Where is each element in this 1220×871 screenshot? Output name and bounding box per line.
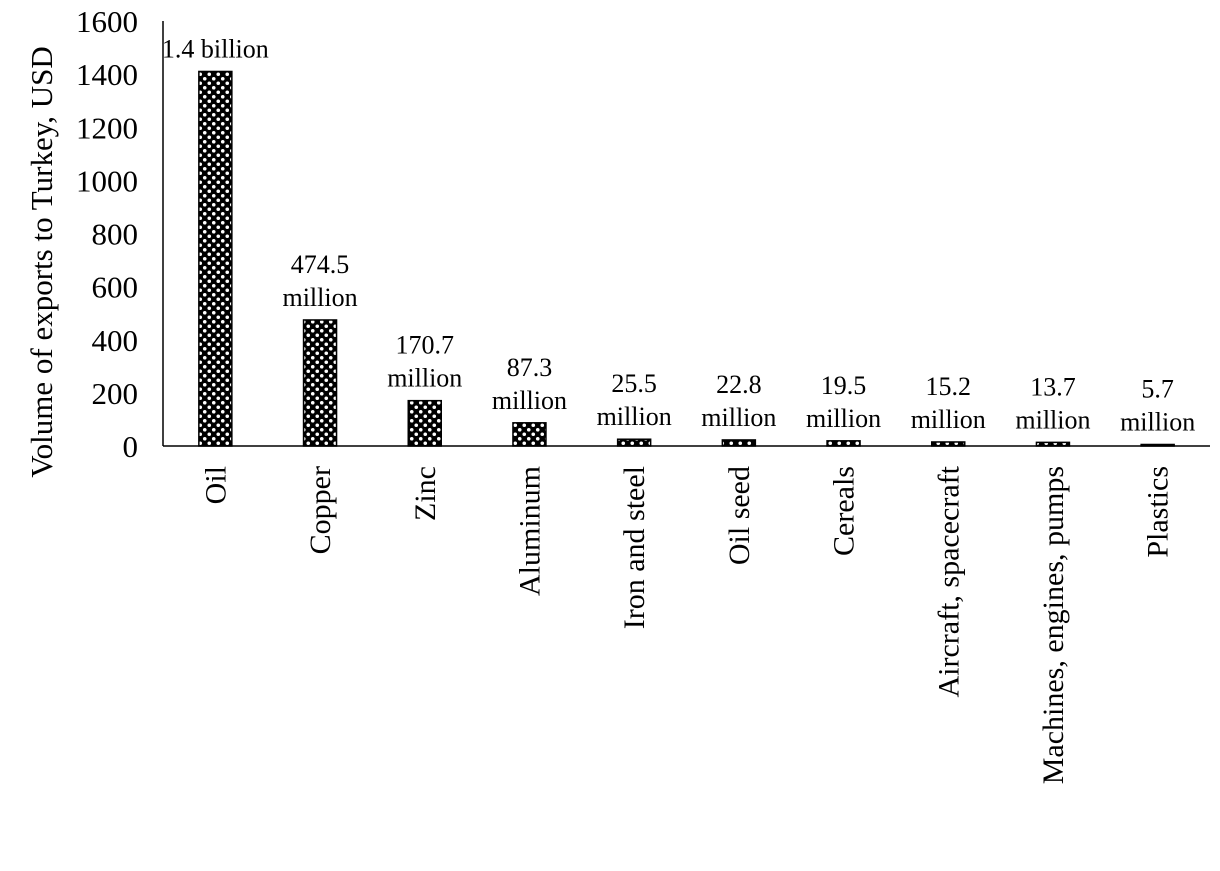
data-label: million xyxy=(1015,405,1090,434)
y-tick-label: 800 xyxy=(92,217,139,252)
y-tick-label: 600 xyxy=(92,270,139,305)
y-tick-label: 1600 xyxy=(76,4,138,39)
data-label: 474.5 xyxy=(291,250,350,279)
y-axis-title: Volume of exports to Turkey, USD xyxy=(24,46,59,477)
data-label: 1.4 billion xyxy=(162,34,269,63)
y-axis-ticks: 0 200 400 600 800 1000 1200 1400 1600 xyxy=(76,4,138,464)
bar-zinc xyxy=(407,399,442,447)
data-labels-group: 1.4 billion 474.5 million 170.7 million 87.3 m… xyxy=(162,34,1195,436)
y-tick-label: 1400 xyxy=(76,57,138,92)
data-label: million xyxy=(282,283,357,312)
data-label: 13.7 xyxy=(1030,372,1076,401)
data-label: million xyxy=(597,402,672,431)
bar-iron-and-steel xyxy=(616,438,652,447)
bar-copper xyxy=(302,319,338,447)
category-label: Oil seed xyxy=(723,466,756,565)
data-label: 22.8 xyxy=(716,370,762,399)
category-label: Zinc xyxy=(409,466,442,521)
data-label: million xyxy=(387,364,462,393)
category-labels-group: Oil Copper Zinc Aluminum Iron and steel Oil s… xyxy=(199,465,1174,784)
category-label: Machines, engines, pumps xyxy=(1037,466,1070,784)
bar-plastics xyxy=(1140,443,1175,447)
category-label: Aluminum xyxy=(513,466,546,596)
data-label: million xyxy=(806,404,881,433)
y-tick-label: 1000 xyxy=(76,163,138,198)
category-label: Plastics xyxy=(1142,466,1175,558)
data-label: million xyxy=(1120,407,1195,436)
bar-oil-seed xyxy=(721,439,757,447)
data-label: million xyxy=(492,386,567,415)
bar-oil xyxy=(198,70,233,447)
data-label: 19.5 xyxy=(821,371,867,400)
data-label: 15.2 xyxy=(926,372,972,401)
bar-aircraft-spacecraft xyxy=(931,441,966,447)
data-label: 25.5 xyxy=(611,369,657,398)
y-tick-label: 400 xyxy=(92,323,139,358)
bars-group xyxy=(198,70,1175,447)
data-label: 87.3 xyxy=(507,353,553,382)
category-label: Aircraft, spacecraft xyxy=(932,465,965,697)
bar-machines-engines-pumps xyxy=(1035,441,1071,447)
category-label: Copper xyxy=(304,466,337,554)
category-label: Iron and steel xyxy=(618,466,651,629)
y-tick-label: 0 xyxy=(123,429,139,464)
bar-cereals xyxy=(826,440,861,447)
data-label: 170.7 xyxy=(396,331,455,360)
data-label: million xyxy=(701,403,776,432)
bar-aluminum xyxy=(512,422,547,447)
y-tick-label: 1200 xyxy=(76,110,138,145)
y-tick-label: 200 xyxy=(92,376,139,411)
data-label: 5.7 xyxy=(1141,374,1174,403)
data-label: million xyxy=(911,405,986,434)
category-label: Oil xyxy=(199,466,232,504)
category-label: Cereals xyxy=(828,466,861,556)
